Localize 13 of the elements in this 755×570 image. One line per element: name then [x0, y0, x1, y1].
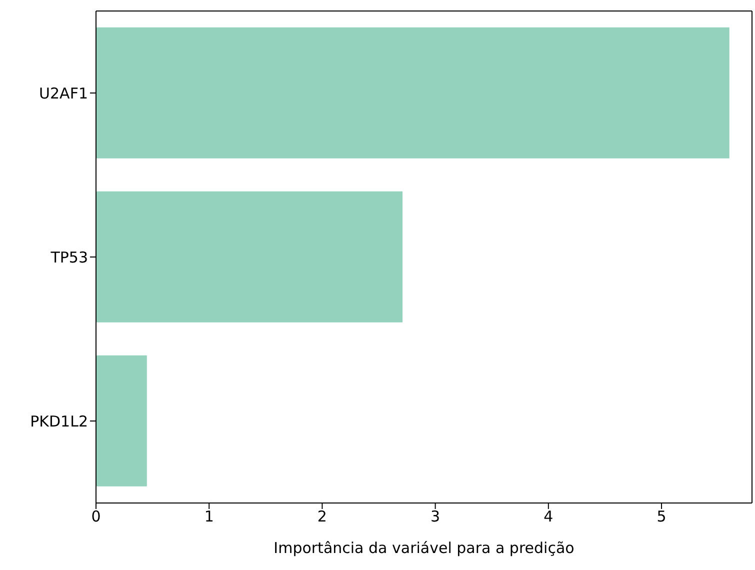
x-tick-label: 2 [317, 508, 327, 526]
x-tick-label: 1 [204, 508, 214, 526]
bar [96, 191, 403, 322]
x-tick-label: 3 [430, 508, 440, 526]
x-tick-label: 0 [91, 508, 101, 526]
bar [96, 355, 147, 486]
y-tick-label: PKD1L2 [30, 412, 88, 430]
y-tick-label: TP53 [50, 248, 88, 266]
y-tick-label: U2AF1 [39, 84, 88, 102]
x-axis-title: Importância da variável para a predição [274, 539, 574, 557]
bar [96, 27, 730, 158]
x-tick-label: 4 [544, 508, 554, 526]
x-tick-label: 5 [656, 508, 666, 526]
